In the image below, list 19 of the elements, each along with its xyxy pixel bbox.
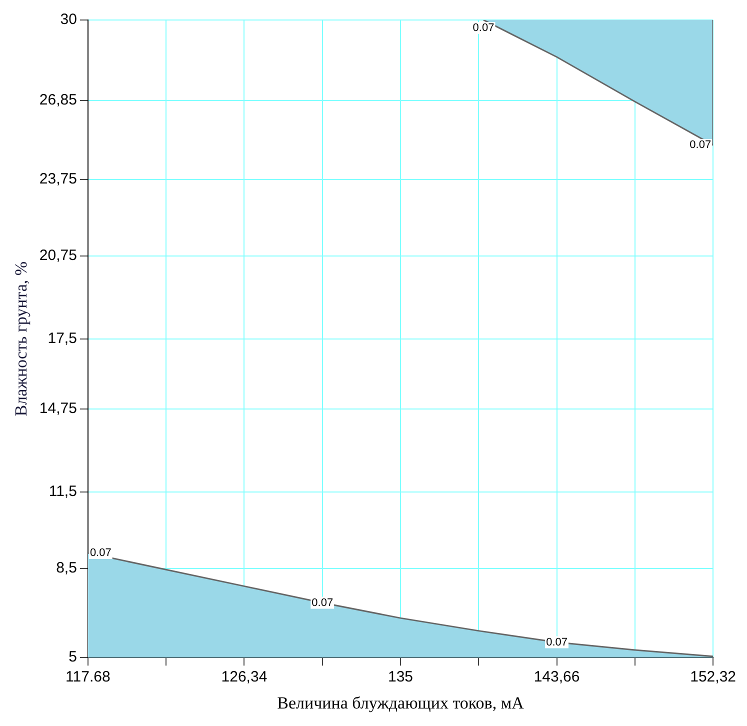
y-tick-label: 23,75 xyxy=(39,170,77,188)
y-tick-label: 8,5 xyxy=(56,559,77,576)
y-axis-title: Влажность грунта, % xyxy=(12,261,31,416)
y-tick-label: 5 xyxy=(68,648,77,666)
y-tick-label: 17,5 xyxy=(48,330,77,347)
annotation: 0.07 xyxy=(690,139,712,151)
y-tick-label: 20,75 xyxy=(39,247,77,264)
annotation: 0.07 xyxy=(90,547,112,560)
x-tick-label: 126,34 xyxy=(221,668,268,686)
x-tick-label: 143,66 xyxy=(534,668,580,686)
y-tick-label: 26,85 xyxy=(39,91,77,108)
annotation: 0.07 xyxy=(472,22,494,34)
x-axis-title: Величина блуждающих токов, мА xyxy=(277,693,525,712)
x-tick-label: 152,32 xyxy=(690,668,736,686)
y-tick-label: 14,75 xyxy=(39,400,77,418)
y-tick-label: 30 xyxy=(60,11,77,28)
x-tick-label: 135 xyxy=(388,668,414,686)
y-tick-label: 11,5 xyxy=(48,482,77,500)
x-tick-label: 117.68 xyxy=(66,668,110,686)
